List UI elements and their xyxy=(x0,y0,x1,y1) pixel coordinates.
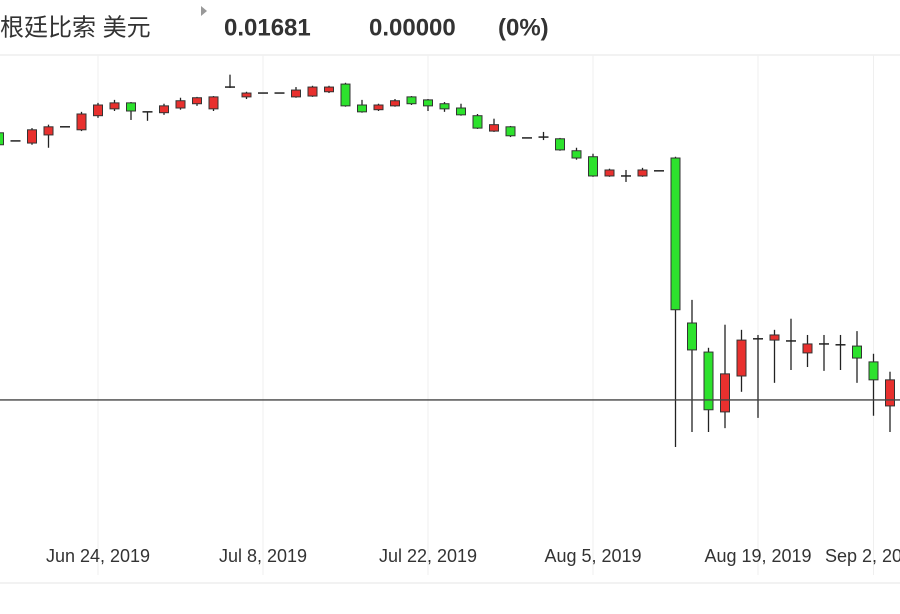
x-tick-label: Aug 19, 2019 xyxy=(704,546,811,566)
candle-body xyxy=(340,83,351,107)
x-tick-label: Aug 5, 2019 xyxy=(544,546,641,566)
candle-body xyxy=(885,379,895,407)
candle-body xyxy=(439,103,450,110)
candle-body xyxy=(720,373,730,413)
candle-body xyxy=(390,100,400,107)
candle-body xyxy=(126,102,136,112)
candle-body xyxy=(208,96,219,110)
arrow-icon xyxy=(201,6,207,16)
candle-body xyxy=(0,132,4,146)
candle-body xyxy=(670,157,681,311)
candle-body xyxy=(505,126,516,137)
candle-body xyxy=(175,100,186,109)
candle-body xyxy=(241,92,252,98)
x-tick-label: Jul 8, 2019 xyxy=(219,546,307,566)
candle-body xyxy=(555,138,565,151)
instrument-title: 根廷比索 美元 xyxy=(0,14,151,41)
candle-body xyxy=(324,86,334,93)
candle-body xyxy=(357,104,367,113)
candle-body xyxy=(604,169,615,177)
candle-body xyxy=(802,343,813,354)
candle-body xyxy=(27,129,37,144)
x-tick-label: Jun 24, 2019 xyxy=(46,546,150,566)
candle-body xyxy=(868,361,879,381)
candle-body xyxy=(109,102,120,110)
candle-body xyxy=(852,345,862,359)
candle-body xyxy=(703,351,714,411)
candle-body xyxy=(489,124,499,132)
candle-body xyxy=(588,156,598,177)
candle-body xyxy=(43,126,54,136)
candle-body xyxy=(406,96,417,105)
x-tick-label: Sep 2, 2019 xyxy=(825,546,900,566)
change: 0.00000 xyxy=(369,14,456,41)
candle-body xyxy=(76,113,87,131)
candle-body xyxy=(472,115,483,129)
change-pct: (0%) xyxy=(498,14,549,41)
candle-body xyxy=(736,339,747,377)
price: 0.01681 xyxy=(224,14,311,41)
candle-body xyxy=(307,86,318,97)
candle-body xyxy=(571,150,582,159)
candle-body xyxy=(93,104,103,117)
candle-body xyxy=(291,89,301,98)
candle-body xyxy=(456,107,466,116)
candle-body xyxy=(637,169,648,177)
candle-body xyxy=(159,105,169,114)
candle-body xyxy=(192,97,202,105)
candle-body xyxy=(687,322,697,351)
candle-body xyxy=(423,99,433,107)
candle-body xyxy=(373,104,384,111)
x-tick-label: Jul 22, 2019 xyxy=(379,546,477,566)
candle-body xyxy=(769,334,780,341)
